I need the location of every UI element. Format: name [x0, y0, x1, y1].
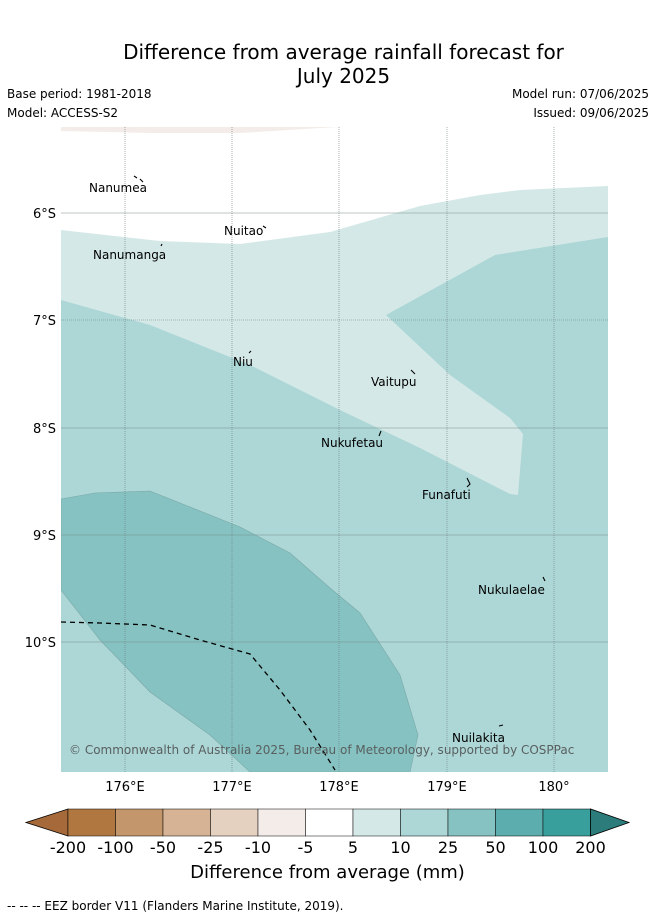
colorbar-segment — [305, 808, 354, 837]
longitude-tick-label: 177°E — [212, 780, 252, 795]
island-label: Nuilakita — [452, 731, 505, 745]
title-line-1: Difference from average rainfall forecas… — [123, 40, 564, 64]
island-labels: Nanumea Nuitao Nanumanga Niu Vaitupu Nukufeta… — [89, 181, 545, 745]
longitude-tick-label: 179°E — [427, 780, 467, 795]
island-label: Vaitupu — [371, 375, 417, 389]
island-label: Nanumanga — [93, 248, 166, 262]
colorbar-segment — [542, 808, 591, 837]
colorbar-tick-label: 100 — [527, 838, 559, 857]
colorbar-tick-label: 25 — [437, 838, 459, 857]
band-neutral — [61, 127, 608, 244]
colorbar-segment — [352, 808, 401, 837]
latitude-tick-label: 7°S — [33, 314, 56, 329]
colorbar-tick-label: -25 — [197, 838, 224, 857]
title-line-2: July 2025 — [296, 64, 391, 88]
colorbar-tick-label: 10 — [390, 838, 411, 857]
colorbar-low-extend — [24, 808, 69, 837]
model-run: Model run: 07/06/2025 — [511, 87, 649, 101]
colorbar-segment — [162, 808, 211, 837]
latitude-tick-label: 10°S — [25, 636, 56, 651]
colorbar-segment — [210, 808, 259, 837]
eez-border-line — [60, 621, 336, 771]
colorbar-segment — [495, 808, 544, 837]
colorbar-high-extend — [590, 808, 631, 837]
longitude-tick-label: 178°E — [319, 780, 359, 795]
latitude-tick-label: 8°S — [33, 422, 56, 437]
island-label: Niu — [233, 355, 253, 369]
chart-title: Difference from average rainfall forecas… — [0, 40, 655, 88]
colorbar-tick-label: 5 — [347, 838, 359, 857]
longitude-tick-label: 176°E — [105, 780, 145, 795]
longitude-tick-label: 180° — [538, 780, 569, 795]
colorbar-tick-label: -200 — [49, 838, 87, 857]
eez-legend-note: -- -- -- EEZ border V11 (Flanders Marine… — [7, 899, 344, 913]
colorbar-title: Difference from average (mm) — [190, 862, 465, 883]
map-fill-layer — [61, 127, 608, 772]
island-label: Nukufetau — [321, 436, 383, 450]
colorbar-tick-label: -100 — [97, 838, 134, 857]
colorbar-segment — [400, 808, 449, 837]
island-marks — [133, 175, 546, 727]
colorbar-segment — [115, 808, 164, 837]
island-label: Nanumea — [89, 181, 147, 195]
base-period: Base period: 1981-2018 — [7, 87, 152, 101]
copyright-notice: © Commonwealth of Australia 2025, Bureau… — [69, 743, 574, 757]
colorbar — [24, 808, 631, 837]
latitude-tick-label: 6°S — [33, 207, 56, 222]
colorbar-tick-label: -50 — [149, 838, 177, 857]
band-dry-top — [61, 127, 340, 133]
latitude-tick-label: 9°S — [33, 529, 56, 544]
colorbar-segment — [257, 808, 306, 837]
latitude-labels: 6°S 7°S 8°S 9°S 10°S — [25, 207, 56, 651]
island-label: Nuitao — [224, 224, 263, 238]
island-label: Funafuti — [422, 488, 471, 502]
colorbar-segment — [67, 808, 116, 837]
longitude-labels: 176°E 177°E 178°E 179°E 180° — [105, 780, 569, 795]
colorbar-tick-label: -10 — [244, 838, 272, 857]
colorbar-segment — [447, 808, 496, 837]
colorbar-tick-label: 200 — [575, 838, 606, 857]
colorbar-tick-label: 50 — [485, 838, 506, 857]
gridlines — [61, 127, 608, 772]
model-name: Model: ACCESS-S2 — [7, 106, 119, 120]
island-label: Nukulaelae — [478, 583, 545, 597]
issued-date: Issued: 09/06/2025 — [533, 106, 649, 120]
colorbar-tick-label: -5 — [297, 838, 314, 857]
